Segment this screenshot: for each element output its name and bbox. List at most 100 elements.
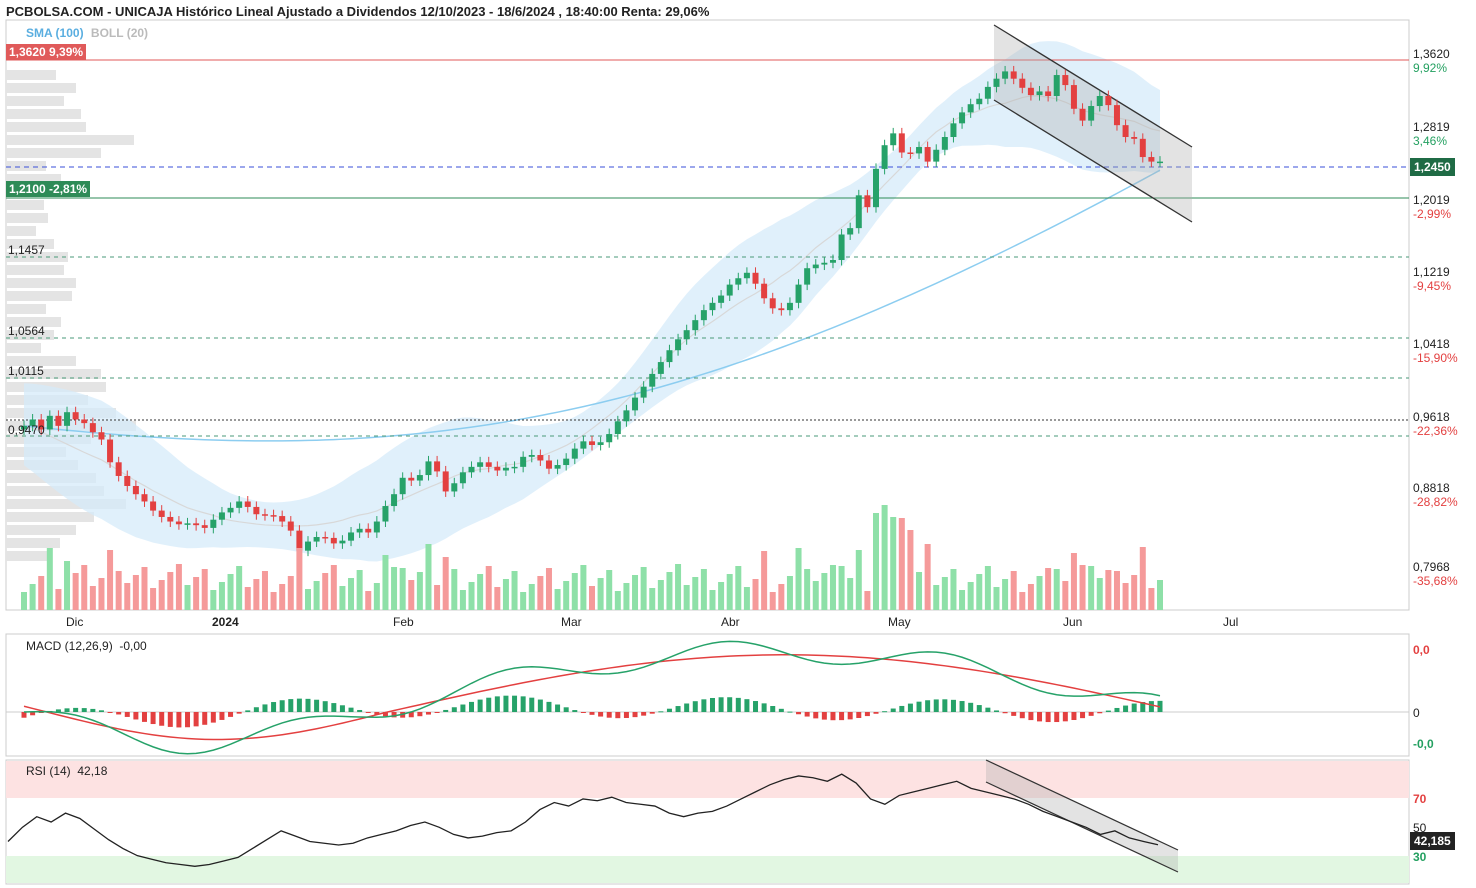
volume-bar — [425, 544, 432, 610]
candle — [657, 362, 664, 374]
macd-histogram-bar — [141, 712, 147, 722]
candle — [494, 466, 501, 471]
macd-histogram-bar — [615, 712, 621, 719]
level-label-4: 0,9470 — [8, 423, 45, 437]
candle — [132, 485, 139, 495]
rsi-panel-frame — [5, 759, 1410, 885]
candle — [1079, 108, 1086, 121]
volume-profile-bar — [6, 148, 101, 158]
volume-bar — [597, 578, 604, 610]
macd-histogram-bar — [546, 701, 552, 712]
candle — [666, 350, 673, 363]
volume-bar — [589, 586, 595, 610]
volume-profile-bar — [6, 551, 50, 561]
volume-bar — [528, 584, 535, 610]
candle — [253, 506, 260, 515]
volume-bar — [657, 580, 664, 610]
macd-histogram-bar — [271, 702, 277, 712]
macd-signal-line — [23, 654, 1161, 741]
macd-histogram-bar — [210, 712, 216, 723]
candle — [1105, 96, 1112, 106]
candle — [898, 133, 905, 153]
candle — [1062, 75, 1069, 86]
volume-bar — [115, 571, 122, 610]
candle — [1002, 71, 1009, 79]
candle — [356, 528, 363, 533]
price-axis-percent: -28,82% — [1413, 495, 1458, 509]
volume-bar — [382, 555, 389, 610]
volume-bar — [1070, 553, 1077, 610]
candle — [537, 455, 544, 461]
volume-profile-bar — [6, 538, 60, 548]
volume-bar — [175, 564, 182, 610]
price-axis-value: 1,3620 — [1413, 47, 1450, 61]
macd-histogram-bar — [512, 695, 518, 712]
candle — [511, 466, 518, 469]
trend-channel-fill — [994, 25, 1192, 222]
volume-bar — [356, 570, 363, 610]
boll-legend[interactable]: BOLL (20) — [90, 26, 149, 40]
macd-histogram-bar — [985, 707, 991, 712]
volume-profile-bar — [6, 499, 126, 509]
volume-bar — [416, 572, 423, 610]
macd-histogram-bar — [417, 712, 423, 717]
volume-bar — [520, 592, 527, 610]
macd-histogram-bar — [942, 699, 948, 712]
volume-bar — [614, 591, 621, 610]
macd-histogram-bar — [830, 712, 836, 721]
candle — [692, 320, 699, 331]
volume-bar — [1157, 580, 1163, 610]
macd-histogram-bar — [245, 710, 251, 712]
candle — [279, 516, 286, 522]
volume-bar — [606, 570, 613, 610]
volume-bar — [795, 548, 802, 610]
volume-bar — [1036, 576, 1043, 610]
macd-histogram-bar — [675, 706, 681, 712]
volume-bar — [124, 583, 131, 610]
volume-bar — [451, 569, 458, 610]
volume-bar — [399, 568, 406, 610]
macd-histogram-bar — [133, 712, 139, 720]
macd-histogram-bar — [718, 697, 724, 712]
macd-histogram-bar — [202, 712, 208, 725]
volume-bar — [511, 571, 518, 610]
candle — [1139, 138, 1146, 158]
macd-histogram-bar — [976, 705, 982, 712]
candle — [890, 133, 897, 146]
macd-histogram-bar — [580, 712, 586, 713]
volume-bar — [838, 566, 845, 610]
volume-bar — [778, 584, 785, 610]
candle — [1019, 78, 1026, 88]
macd-histogram-bar — [658, 711, 664, 713]
sma-legend[interactable]: SMA (100) — [26, 26, 84, 40]
volume-bar — [933, 585, 940, 610]
candle — [632, 397, 639, 411]
macd-histogram-bar — [494, 696, 500, 712]
macd-histogram-bar — [365, 712, 371, 713]
candle — [563, 458, 570, 466]
candle — [589, 441, 595, 445]
volume-bar — [1096, 578, 1103, 610]
macd-histogram-bar — [469, 701, 475, 712]
volume-bar — [330, 565, 337, 610]
candle — [1148, 157, 1155, 162]
macd-histogram-bar — [107, 712, 113, 713]
macd-histogram-bar — [1028, 712, 1034, 721]
month-label: Dic — [66, 615, 84, 629]
candle — [322, 537, 329, 539]
volume-bar — [55, 589, 62, 610]
volume-bar — [537, 576, 544, 610]
candle — [261, 514, 268, 516]
candle — [829, 260, 836, 263]
rsi-label: RSI (14) — [26, 764, 71, 778]
volume-bar — [193, 577, 200, 610]
macd-histogram-bar — [864, 712, 870, 717]
volume-bar — [46, 548, 53, 610]
price-axis-percent: 9,92% — [1413, 61, 1448, 75]
candle — [984, 86, 991, 99]
candle — [81, 419, 88, 424]
macd-histogram-bar — [709, 697, 715, 712]
rsi-oversold-zone — [6, 856, 1409, 883]
volume-bar — [1139, 547, 1146, 610]
